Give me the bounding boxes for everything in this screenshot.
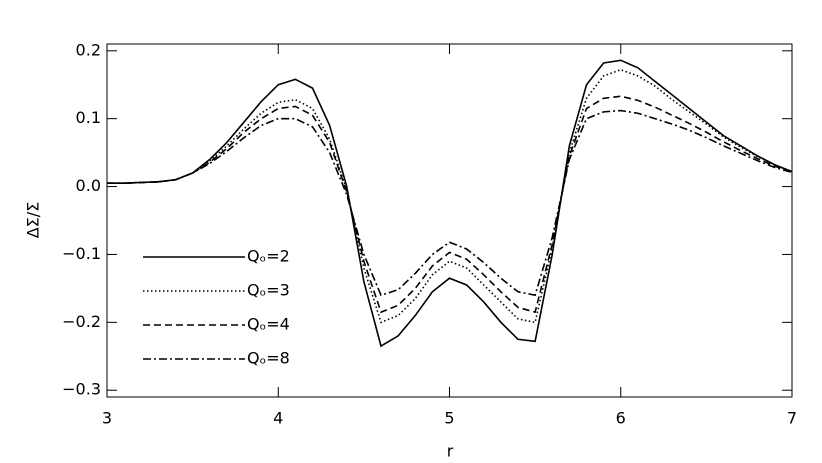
y-tick-label: −0.3 [62,380,101,399]
y-tick-label: 0.1 [76,108,101,127]
series-line [107,95,793,314]
x-tick-label: 3 [102,409,112,428]
x-tick-label: 5 [444,409,454,428]
x-tick-label: 4 [273,409,283,428]
x-tick-label: 7 [787,409,797,428]
legend-label: Qₒ=8 [247,349,290,368]
x-tick-label: 6 [616,409,626,428]
legend-label: Qₒ=4 [247,315,290,334]
x-axis-label: r [447,442,454,461]
y-tick-label: 0.0 [76,176,101,195]
y-tick-label: −0.1 [62,244,101,263]
legend-label: Qₒ=3 [247,281,290,300]
y-tick-label: −0.2 [62,312,101,331]
y-axis-label: ΔΣ/Σ [24,202,43,239]
legend-label: Qₒ=2 [247,247,290,266]
y-tick-label: 0.2 [76,40,101,59]
plot-frame [106,43,793,398]
series-line [107,59,793,348]
series-line [107,109,793,297]
